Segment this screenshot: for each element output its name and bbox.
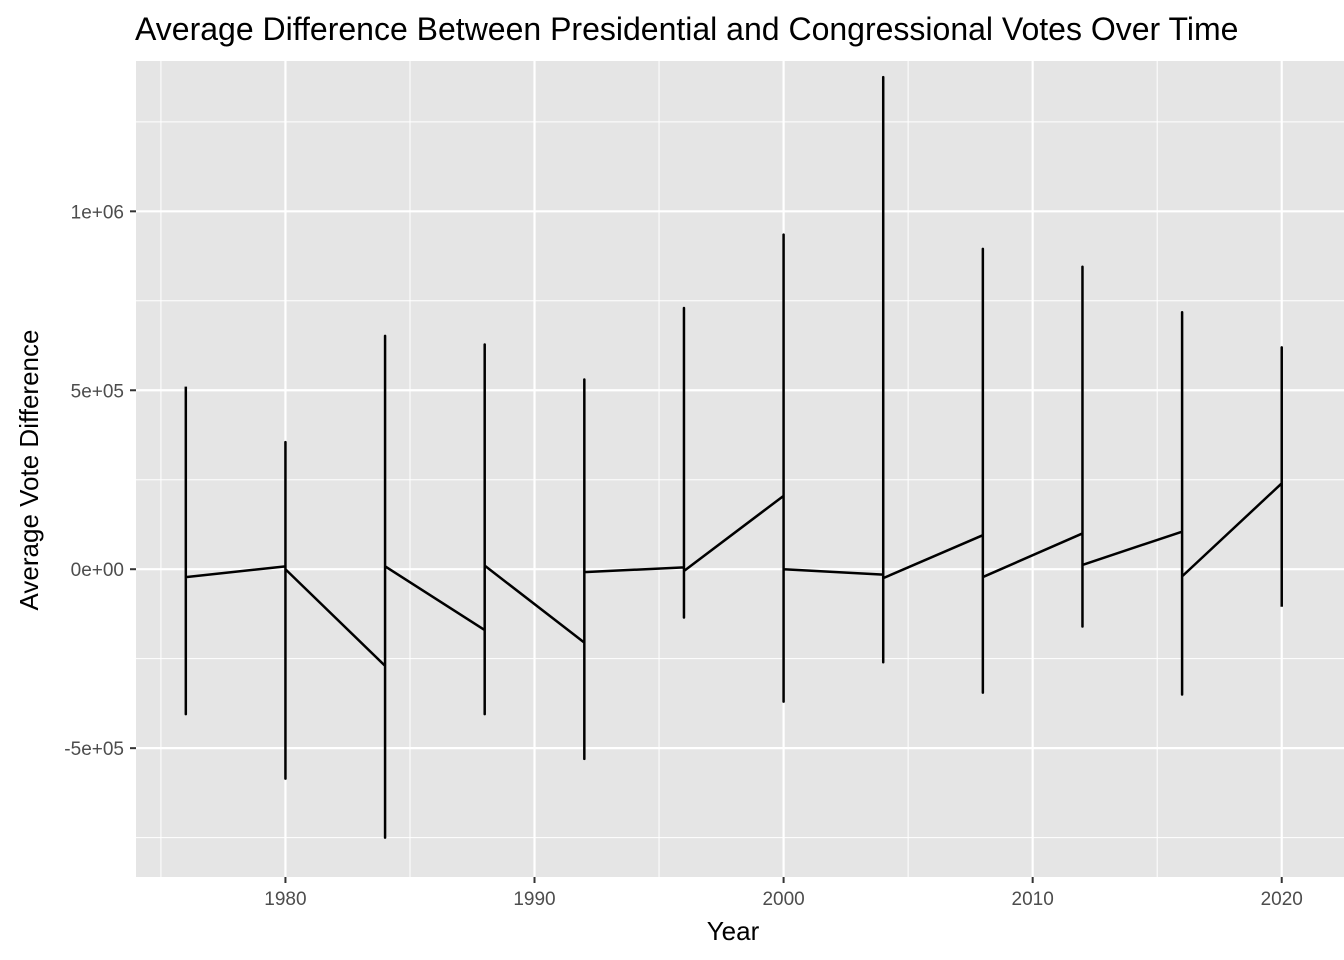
y-tick-label: 0e+00 xyxy=(71,560,124,581)
x-axis-title: Year xyxy=(707,916,760,946)
series-line xyxy=(184,75,1283,839)
data-layer xyxy=(184,75,1283,839)
y-tick-label: -5e+05 xyxy=(64,739,124,760)
minor-gridlines xyxy=(136,61,1344,877)
axis-layer: 1980 1990 2000 2010 2020 -5e+05 0e+00 5e+05 1e+0… xyxy=(64,202,1303,910)
chart-title: Average Difference Between Presidential … xyxy=(135,11,1238,47)
y-axis-title: Average Vote Difference xyxy=(14,330,44,611)
x-tick-label: 1990 xyxy=(513,889,555,910)
y-tick-label: 5e+05 xyxy=(71,381,124,402)
x-tick-label: 1980 xyxy=(264,889,306,910)
x-tick-label: 2020 xyxy=(1261,889,1303,910)
x-tick-label: 2000 xyxy=(762,889,804,910)
x-tick-label: 2010 xyxy=(1012,889,1054,910)
plot-panel xyxy=(136,61,1344,877)
y-tick-label: 1e+06 xyxy=(71,202,124,223)
